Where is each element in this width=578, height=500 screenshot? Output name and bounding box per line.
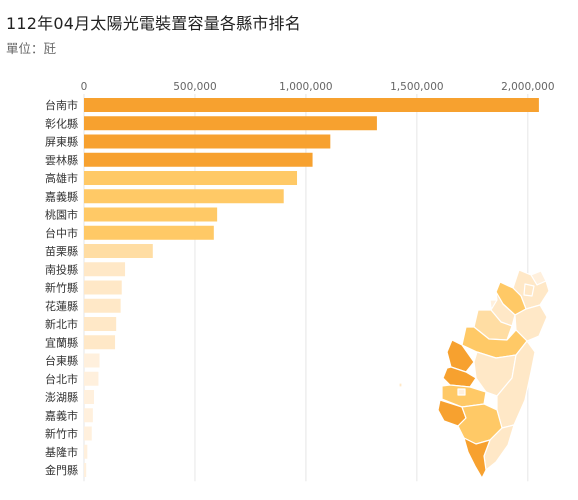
map-region-pingtung[interactable] — [463, 437, 491, 479]
bar[interactable] — [84, 225, 214, 240]
map-region-taipei[interactable] — [523, 283, 535, 297]
bar[interactable] — [84, 335, 116, 350]
category-label: 基隆市 — [45, 445, 78, 459]
bar[interactable] — [84, 189, 284, 204]
category-label: 台中市 — [45, 226, 78, 240]
bar[interactable] — [84, 262, 126, 277]
category-label: 台東縣 — [45, 354, 78, 368]
bar[interactable] — [84, 134, 331, 149]
bar[interactable] — [84, 444, 88, 459]
category-label: 高雄市 — [45, 171, 78, 185]
category-label: 嘉義縣 — [45, 189, 78, 203]
category-label: 新北市 — [45, 317, 78, 331]
bar[interactable] — [84, 98, 539, 112]
map-region-chiayi-city[interactable] — [457, 388, 466, 396]
category-label: 台北市 — [45, 372, 78, 386]
map-region-penghu[interactable] — [398, 382, 403, 388]
x-tick-label: 1,000,000 — [279, 81, 332, 93]
x-tick-label: 500,000 — [173, 81, 216, 93]
taiwan-map-shapes — [398, 269, 550, 479]
category-label: 嘉義市 — [45, 408, 78, 422]
category-label: 金門縣 — [45, 463, 78, 477]
category-label: 苗栗縣 — [45, 245, 78, 258]
category-label: 新竹市 — [45, 427, 78, 441]
map-region-yilan[interactable] — [514, 304, 548, 342]
bar[interactable] — [84, 244, 153, 258]
bar[interactable] — [84, 371, 99, 386]
category-label: 澎湖縣 — [45, 391, 78, 404]
category-label: 花蓮縣 — [45, 299, 78, 313]
map-region-yunlin[interactable] — [442, 366, 477, 388]
map-region-chiayi-county[interactable] — [441, 384, 487, 408]
category-label: 新竹縣 — [45, 281, 78, 295]
category-label: 雲林縣 — [45, 153, 78, 167]
bar[interactable] — [84, 353, 100, 368]
bar[interactable] — [84, 408, 93, 423]
chart-title: 112年04月太陽光電裝置容量各縣市排名 — [6, 14, 301, 33]
category-label: 南投縣 — [45, 262, 78, 276]
bar[interactable] — [84, 116, 377, 131]
category-label: 宜蘭縣 — [45, 335, 78, 349]
category-label: 彰化縣 — [45, 116, 78, 130]
bar[interactable] — [84, 426, 92, 441]
bar[interactable] — [84, 463, 87, 477]
bar[interactable] — [84, 280, 122, 295]
category-label: 屏東縣 — [45, 136, 78, 149]
category-label: 台南市 — [45, 98, 78, 112]
bar[interactable] — [84, 317, 117, 331]
bar[interactable] — [84, 298, 121, 313]
x-tick-label: 0 — [81, 81, 88, 93]
bar[interactable] — [84, 152, 313, 167]
x-tick-label: 1,500,000 — [390, 81, 443, 93]
category-label: 桃園市 — [45, 208, 78, 222]
chart-subtitle: 單位：瓩 — [6, 41, 57, 56]
bar[interactable] — [84, 207, 218, 222]
bar[interactable] — [84, 390, 94, 404]
x-tick-label: 2,000,000 — [501, 81, 554, 93]
bar[interactable] — [84, 171, 298, 185]
